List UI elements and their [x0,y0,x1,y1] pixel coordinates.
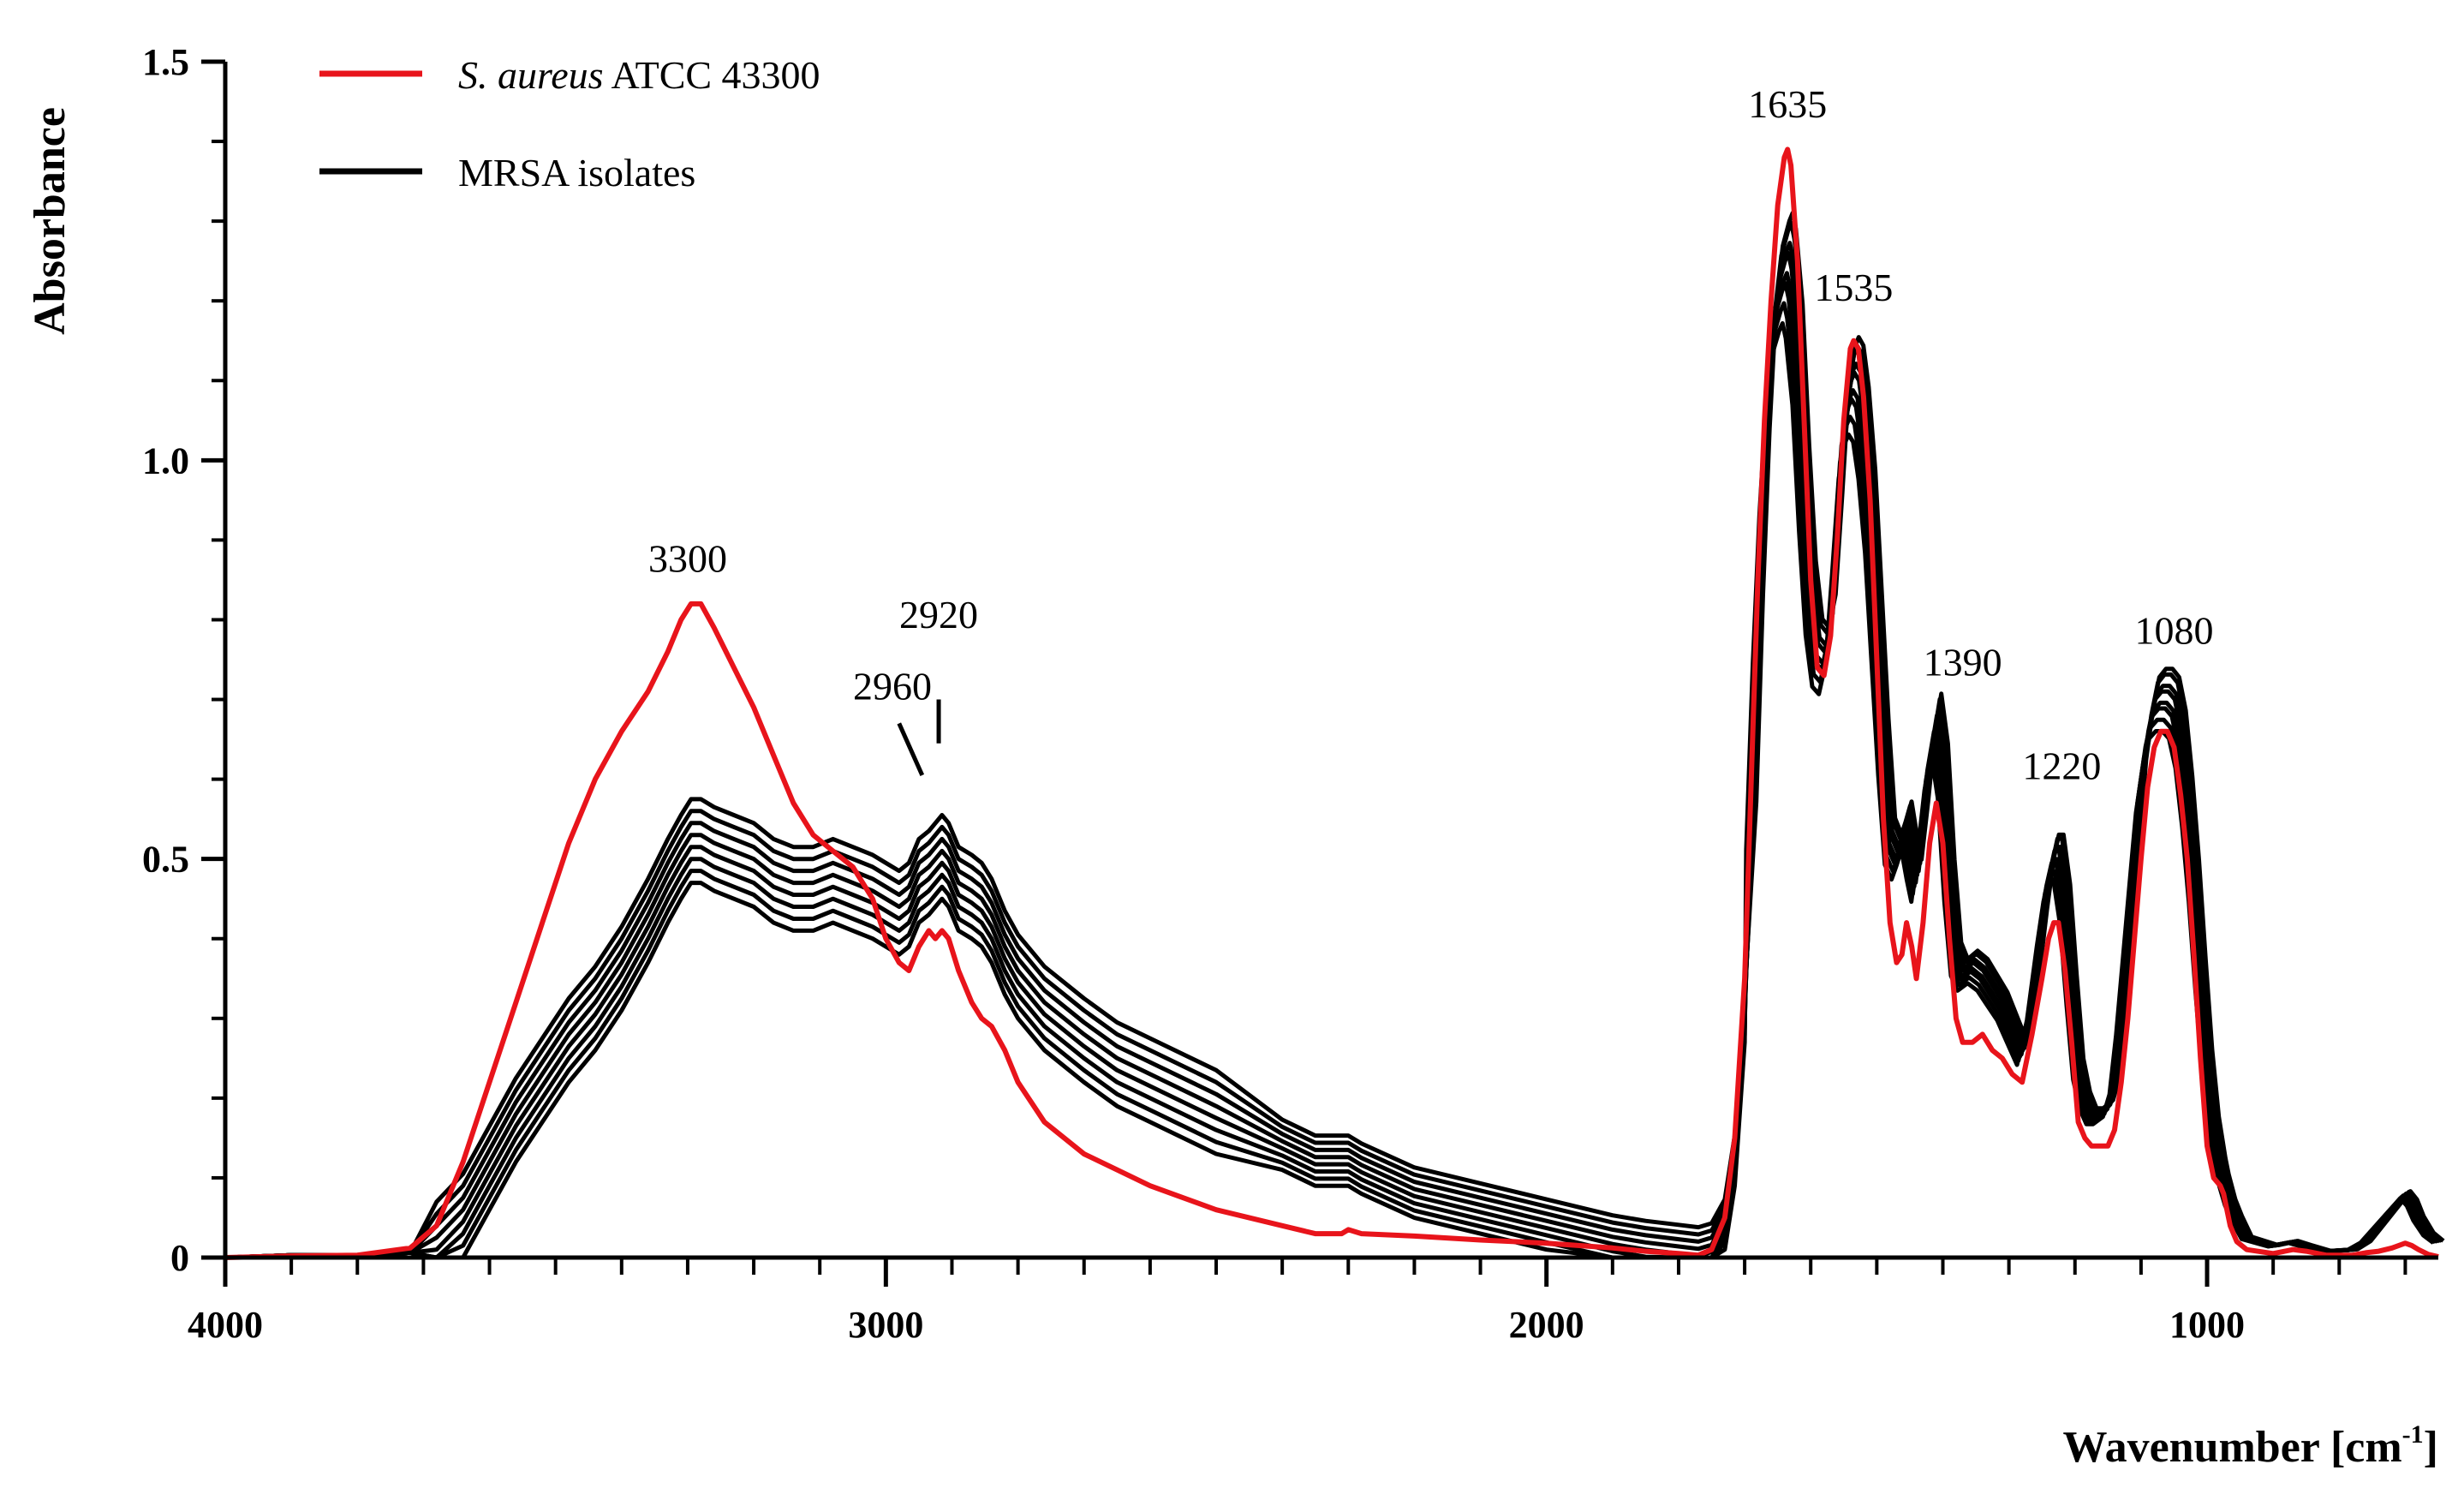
legend-label-mrsa-rest: MRSA isolates [458,151,695,194]
legend-label-reference-rest: ATCC 43300 [604,53,820,97]
legend-label-mrsa: MRSA isolates [458,151,695,194]
y-tick-label: 1.0 [142,439,189,481]
peak-label-1635: 1635 [1748,82,1827,126]
y-tick-label: 0 [170,1237,189,1279]
y-axis-title: Absorbance [26,107,75,335]
peak-label-1535: 1535 [1814,266,1893,309]
axes [223,62,2438,1260]
peak-annotations: 3300 2960 2920 1635 1535 1390 1220 1080 [648,82,2214,787]
x-axis-title: Wavenumber [cm-1] [2062,1420,2438,1472]
x-tick-label: 3000 [848,1304,923,1346]
ticks [201,59,2407,1287]
peak-label-1080: 1080 [2134,608,2213,652]
peak-label-2960: 2960 [853,665,932,708]
y-tick-label: 0.5 [142,839,189,881]
plot-lines [224,146,2445,1260]
legend-label-reference-italic: S. aureus [458,53,604,97]
x-tick-label: 2000 [1509,1304,1584,1346]
x-axis-title-sup: -1 [2402,1420,2424,1449]
x-tick-label: 1000 [2169,1304,2245,1346]
legend-label-reference: S. aureus ATCC 43300 [458,53,820,97]
series-line-reference [224,146,2439,1260]
legend: S. aureus ATCC 43300 MRSA isolates [319,53,820,194]
peak-label-1220: 1220 [2022,744,2101,788]
peak-label-2920: 2920 [899,593,978,636]
peak-label-1390: 1390 [1924,641,2002,684]
y-tick-label: 1.5 [142,41,189,83]
x-axis-title-main: Wavenumber [cm [2062,1423,2401,1472]
peak-leader-line-1 [897,722,925,776]
x-axis-title-close: ] [2424,1423,2438,1472]
tick-labels: 4000 3000 2000 1000 0 0.5 1.0 1.5 [142,41,2245,1346]
x-tick-label: 4000 [188,1304,263,1346]
peak-label-3300: 3300 [648,537,727,581]
